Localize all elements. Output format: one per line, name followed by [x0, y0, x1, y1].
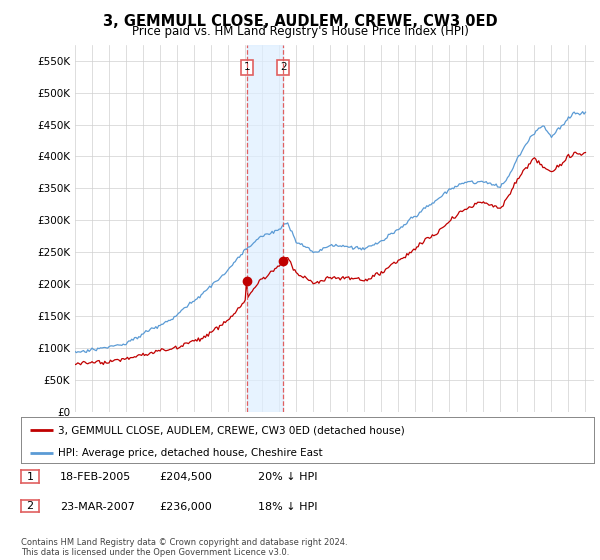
Text: £204,500: £204,500 [159, 472, 212, 482]
Text: HPI: Average price, detached house, Cheshire East: HPI: Average price, detached house, Ches… [58, 448, 323, 458]
Text: 23-MAR-2007: 23-MAR-2007 [60, 502, 135, 512]
Text: 1: 1 [244, 62, 251, 72]
Text: 3, GEMMULL CLOSE, AUDLEM, CREWE, CW3 0ED: 3, GEMMULL CLOSE, AUDLEM, CREWE, CW3 0ED [103, 14, 497, 29]
Text: 2: 2 [26, 501, 34, 511]
Text: 18% ↓ HPI: 18% ↓ HPI [258, 502, 317, 512]
Text: Price paid vs. HM Land Registry's House Price Index (HPI): Price paid vs. HM Land Registry's House … [131, 25, 469, 38]
Text: 18-FEB-2005: 18-FEB-2005 [60, 472, 131, 482]
Text: Contains HM Land Registry data © Crown copyright and database right 2024.
This d: Contains HM Land Registry data © Crown c… [21, 538, 347, 557]
Text: 1: 1 [26, 472, 34, 482]
Text: 3, GEMMULL CLOSE, AUDLEM, CREWE, CW3 0ED (detached house): 3, GEMMULL CLOSE, AUDLEM, CREWE, CW3 0ED… [58, 425, 405, 435]
Text: 2: 2 [280, 62, 286, 72]
Text: 20% ↓ HPI: 20% ↓ HPI [258, 472, 317, 482]
Bar [247, 45, 283, 412]
Text: £236,000: £236,000 [159, 502, 212, 512]
